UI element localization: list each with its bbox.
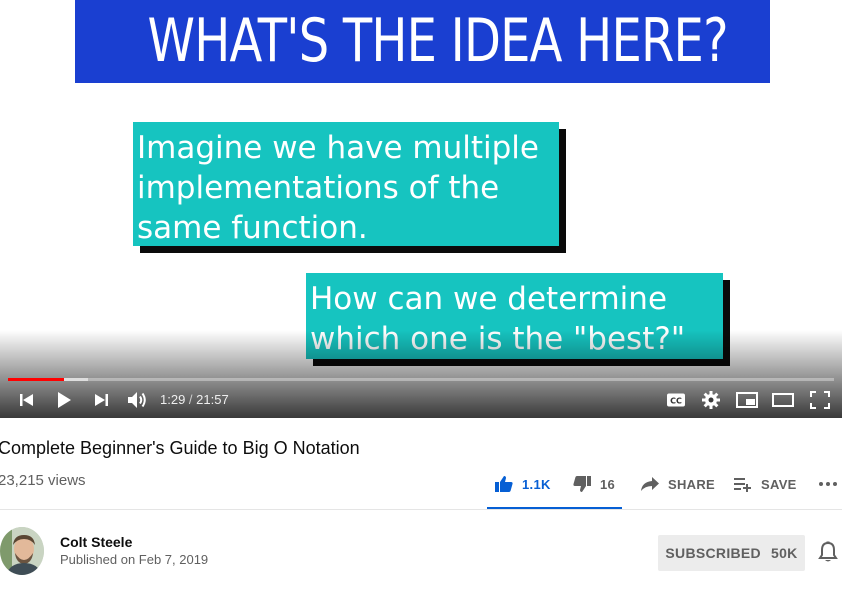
playlist-add-icon [734,478,751,492]
card-line: Imagine we have multiple [137,130,539,166]
settings-icon [702,391,720,409]
more-icon [819,482,837,486]
video-player[interactable]: WHAT'S THE IDEA HERE? Imagine we have mu… [0,0,842,418]
avatar[interactable] [0,527,44,575]
next-button[interactable] [88,384,114,416]
previous-button[interactable] [14,384,40,416]
play-button[interactable] [50,384,78,416]
miniplayer-icon [736,392,758,408]
like-count: 1.1K [522,476,551,492]
slide-card-implementations: Imagine we have multiple implementations… [133,122,559,246]
fullscreen-icon [810,391,830,409]
video-title: Complete Beginner's Guide to Big O Notat… [0,438,360,458]
play-icon [58,392,71,408]
channel-name[interactable]: Colt Steele [60,534,133,550]
captions-icon: CC [667,393,685,407]
next-icon [95,394,108,406]
more-actions-button[interactable] [818,472,838,496]
share-button[interactable]: SHARE [640,472,715,496]
player-controls: 1:29 / 21:57 CC [0,384,842,416]
volume-button[interactable] [124,384,152,416]
captions-button[interactable]: CC [662,384,690,416]
dislike-count: 16 [600,476,616,492]
card-line: same function. [137,210,368,246]
dislike-button[interactable]: 16 [572,472,615,496]
avatar-photo-icon [0,527,44,575]
card-line: implementations of the [137,170,500,206]
progress-played [8,378,65,381]
bell-icon [818,541,838,562]
progress-bar[interactable] [8,378,834,381]
previous-icon [20,394,33,406]
subscriber-count: 50K [770,545,798,561]
duration: 21:57 [196,392,229,407]
svg-text:CC: CC [670,397,682,406]
slide-heading: WHAT'S THE IDEA HERE? [75,0,770,83]
subscribe-button[interactable]: SUBSCRIBED 50K [658,535,805,571]
thumbs-up-icon [495,476,513,492]
settings-button[interactable] [697,384,725,416]
save-label: SAVE [761,476,797,492]
share-label: SHARE [668,476,716,492]
time-separator: / [185,392,197,407]
card-line: How can we determine [310,281,668,317]
theater-icon [772,393,794,407]
subscribe-label: SUBSCRIBED [665,545,761,561]
like-ratio-bar [487,507,622,509]
fullscreen-button[interactable] [805,384,835,416]
theater-mode-button[interactable] [769,384,797,416]
time-display: 1:29 / 21:57 [160,384,229,416]
save-button[interactable]: SAVE [733,472,797,496]
thumbs-down-icon [573,476,591,492]
current-time: 1:29 [160,392,186,407]
publish-date: Published on Feb 7, 2019 [60,552,209,567]
notification-bell-button[interactable] [818,541,840,565]
like-button[interactable]: 1.1K [494,472,551,496]
view-count: 23,215 views [0,472,86,489]
divider [0,509,842,510]
miniplayer-button[interactable] [733,384,761,416]
share-icon [641,477,659,491]
volume-icon [128,392,146,408]
